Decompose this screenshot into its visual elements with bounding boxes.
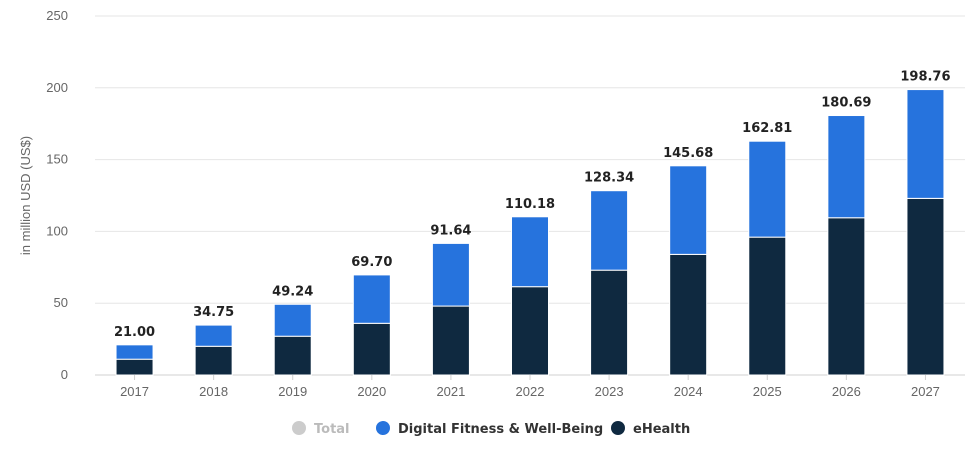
bar-ehealth-2018[interactable] xyxy=(194,345,233,376)
total-label-2025: 162.81 xyxy=(742,121,792,136)
bars xyxy=(115,89,945,376)
total-label-2024: 145.68 xyxy=(663,146,713,161)
bar-digital-fitness-2024[interactable] xyxy=(669,165,708,255)
legend-item-digital-fitness-well-being[interactable]: Digital Fitness & Well-Being xyxy=(376,421,603,437)
total-label-2023: 128.34 xyxy=(584,171,634,186)
y-tick-label: 150 xyxy=(46,152,68,167)
legend-label: eHealth xyxy=(633,422,690,437)
legend: Total Digital Fitness & Well-Being eHealth xyxy=(292,421,690,437)
y-axis-ticks: 0 50 100 150 200 250 xyxy=(46,8,68,382)
bar-digital-fitness-2027[interactable] xyxy=(906,89,945,199)
total-label-2026: 180.69 xyxy=(821,96,871,111)
bar-ehealth-2017[interactable] xyxy=(115,358,154,376)
legend-label: Digital Fitness & Well-Being xyxy=(398,422,603,437)
x-tick-label-2026: 2026 xyxy=(832,384,861,399)
legend-marker xyxy=(376,421,390,435)
bar-digital-fitness-2020[interactable] xyxy=(352,274,391,324)
y-tick-label: 250 xyxy=(46,8,68,23)
bar-ehealth-2021[interactable] xyxy=(431,305,470,376)
y-axis-title: in million USD (US$) xyxy=(18,136,33,255)
bar-ehealth-2023[interactable] xyxy=(590,269,629,376)
total-label-2020: 69.70 xyxy=(351,255,392,270)
legend-item-total[interactable]: Total xyxy=(292,421,350,437)
bar-digital-fitness-2026[interactable] xyxy=(827,115,866,219)
x-tick-label-2020: 2020 xyxy=(357,384,386,399)
x-tick-label-2023: 2023 xyxy=(595,384,624,399)
bar-ehealth-2025[interactable] xyxy=(748,236,787,376)
x-tick-label-2018: 2018 xyxy=(199,384,228,399)
y-tick-label: 0 xyxy=(61,367,68,382)
bar-digital-fitness-2025[interactable] xyxy=(748,140,787,238)
bar-ehealth-2019[interactable] xyxy=(273,335,312,376)
total-labels: 21.00 34.75 49.24 69.70 91.64 110.18 128.34 145… xyxy=(114,70,951,340)
bar-digital-fitness-2017[interactable] xyxy=(115,344,154,360)
x-tick-label-2022: 2022 xyxy=(516,384,545,399)
bar-ehealth-2020[interactable] xyxy=(352,322,391,376)
bar-ehealth-2026[interactable] xyxy=(827,217,866,376)
x-tick-label-2024: 2024 xyxy=(674,384,703,399)
total-label-2027: 198.76 xyxy=(900,70,950,85)
bar-ehealth-2022[interactable] xyxy=(511,286,549,376)
legend-marker xyxy=(292,421,306,435)
x-tick-label-2019: 2019 xyxy=(278,384,307,399)
total-label-2017: 21.00 xyxy=(114,325,155,340)
x-tick-label-2017: 2017 xyxy=(120,384,149,399)
total-label-2019: 49.24 xyxy=(272,284,313,299)
x-tick-label-2027: 2027 xyxy=(911,384,940,399)
bar-digital-fitness-2023[interactable] xyxy=(590,190,629,271)
x-tick-label-2021: 2021 xyxy=(436,384,465,399)
total-label-2021: 91.64 xyxy=(430,223,471,238)
bar-digital-fitness-2019[interactable] xyxy=(273,303,312,337)
legend-item-ehealth[interactable]: eHealth xyxy=(611,421,690,437)
bar-digital-fitness-2018[interactable] xyxy=(194,324,233,347)
legend-label: Total xyxy=(314,422,350,437)
y-tick-label: 100 xyxy=(46,223,68,238)
total-label-2018: 34.75 xyxy=(193,305,234,320)
bar-ehealth-2027[interactable] xyxy=(906,197,945,376)
y-tick-label: 200 xyxy=(46,80,68,95)
total-label-2022: 110.18 xyxy=(505,197,555,212)
x-tick-label-2025: 2025 xyxy=(753,384,782,399)
bar-digital-fitness-2022[interactable] xyxy=(511,216,549,288)
y-tick-label: 50 xyxy=(54,295,68,310)
bar-digital-fitness-2021[interactable] xyxy=(431,242,470,307)
x-axis-ticks: 2017 2018 2019 2020 2021 2022 2023 2024 2025 2026… xyxy=(120,375,940,399)
bar-ehealth-2024[interactable] xyxy=(669,253,708,376)
legend-marker xyxy=(611,421,625,435)
